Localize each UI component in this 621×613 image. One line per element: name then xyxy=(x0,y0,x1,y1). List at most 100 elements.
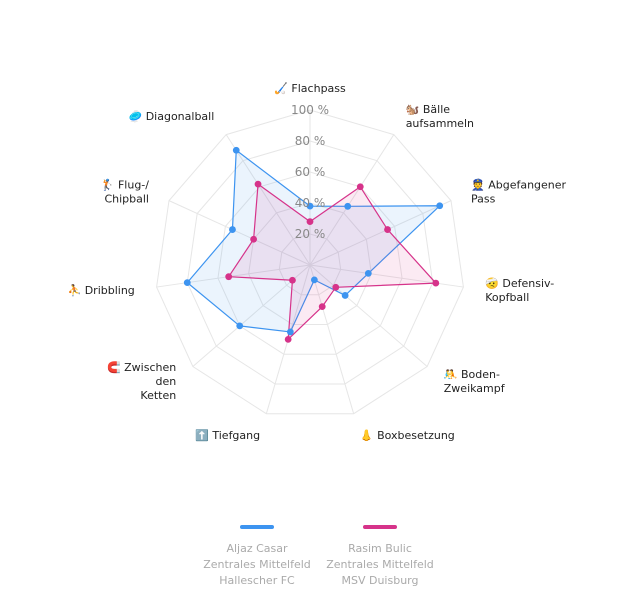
axis-label: 🏌️ Flug-/Chipball xyxy=(101,178,150,205)
axis-label-line: ⬆️ Tiefgang xyxy=(195,429,260,442)
grid-spoke xyxy=(309,200,452,266)
data-point-rasim-bulic xyxy=(432,279,440,287)
axis-icon: 🥏 xyxy=(129,110,146,123)
axis-label-line: 🤼 Boden- xyxy=(444,368,500,381)
data-point-aljaz-casar xyxy=(344,202,352,210)
axis-label: 👃 Boxbesetzung xyxy=(360,429,455,442)
axis-label-line: Pass xyxy=(471,192,496,205)
axis-label: 👮 Abgefangener Pass xyxy=(471,177,567,205)
tick-label: 100 % xyxy=(291,103,329,117)
axis-icon: 🏌️ xyxy=(101,178,118,191)
data-point-aljaz-casar xyxy=(229,226,236,233)
data-point-rasim-bulic xyxy=(250,235,258,243)
axis-label-line: 👮 Abgefangener xyxy=(471,177,567,191)
data-point-rasim-bulic xyxy=(356,183,364,191)
grid-ring xyxy=(217,171,403,355)
grid-spoke xyxy=(309,264,428,367)
axis-label-line: 🏑 Flachpass xyxy=(274,82,346,95)
data-point-rasim-bulic xyxy=(289,276,296,284)
data-point-aljaz-casar xyxy=(436,202,444,210)
data-point-rasim-bulic xyxy=(318,303,326,311)
grid-spoke xyxy=(156,264,311,288)
grid-spoke xyxy=(168,200,311,266)
grid-spoke xyxy=(309,134,395,266)
tick-label: 20 % xyxy=(295,227,326,241)
axis-label-line: 🤕 Defensiv- xyxy=(485,277,554,290)
data-point-aljaz-casar xyxy=(232,146,240,154)
axis-label-text: Diagonalball xyxy=(146,110,215,123)
data-point-rasim-bulic xyxy=(384,226,391,233)
axis-label-text: Dribbling xyxy=(85,284,135,297)
grid-spoke xyxy=(225,134,311,266)
legend-player-club: MSV Duisburg xyxy=(341,574,419,587)
data-point-aljaz-casar xyxy=(341,292,349,299)
grid-ring xyxy=(186,140,434,385)
data-point-aljaz-casar xyxy=(310,276,318,284)
legend-line-aljaz-casar xyxy=(240,525,274,529)
grid-ring xyxy=(156,109,464,415)
legend-item-rasim-bulic: Rasim Bulic Zentrales Mittelfeld MSV Dui… xyxy=(310,525,450,589)
axis-icon: 🤼 xyxy=(444,368,461,381)
axis-icon: 🤕 xyxy=(485,277,502,290)
radar-chart: 20 %40 %60 %80 %100 %🏑 Flachpass🐿️ Bälle… xyxy=(68,82,567,442)
axis-label: ⛹️ Dribbling xyxy=(68,283,135,297)
axis-label-line: 🐿️ Bälle xyxy=(406,103,451,116)
legend-line-rasim-bulic xyxy=(363,525,397,529)
radar-grid xyxy=(156,109,464,415)
axis-label-text: Bälle xyxy=(423,103,450,116)
axis-label-line: 👃 Boxbesetzung xyxy=(360,429,455,442)
axis-label: 🤕 Defensiv-Kopfball xyxy=(485,277,554,304)
legend-item-aljaz-casar: Aljaz Casar Zentrales Mittelfeld Hallesc… xyxy=(187,525,327,589)
data-point-rasim-bulic xyxy=(284,335,292,343)
legend-player-name: Aljaz Casar xyxy=(226,542,288,555)
legend-player-position: Zentrales Mittelfeld xyxy=(203,558,311,571)
data-point-aljaz-casar xyxy=(364,269,372,277)
data-point-rasim-bulic xyxy=(332,283,340,291)
axis-label-line: 🏌️ Flug-/ xyxy=(101,178,150,191)
legend: Aljaz Casar Zentrales Mittelfeld Hallesc… xyxy=(0,525,621,595)
legend-player-position: Zentrales Mittelfeld xyxy=(326,558,434,571)
axis-label-line: aufsammeln xyxy=(406,117,474,130)
axis-label: 🥏 Diagonalball xyxy=(129,110,215,123)
axis-label-line: 🥏 Diagonalball xyxy=(129,110,215,123)
data-point-aljaz-casar xyxy=(306,202,314,210)
axis-label-text: Abgefangener xyxy=(488,178,566,191)
axis-label-line: Kopfball xyxy=(485,291,529,304)
data-point-rasim-bulic xyxy=(225,273,233,281)
axis-label-text: Boxbesetzung xyxy=(377,429,455,442)
axis-icon: 👮 xyxy=(471,177,488,191)
axis-label-text: Defensiv- xyxy=(502,277,554,290)
legend-player-club: Hallescher FC xyxy=(219,574,295,587)
series-area-aljaz-casar xyxy=(186,149,441,333)
axis-label-line: ⛹️ Dribbling xyxy=(68,283,135,297)
axis-label-line: Chipball xyxy=(104,192,149,205)
axis-icon: 🐿️ xyxy=(406,103,423,116)
axis-icon: 🧲 xyxy=(107,361,124,374)
grid-ring xyxy=(248,202,372,325)
axis-label-line: den xyxy=(155,375,176,388)
grid-spoke xyxy=(309,264,355,414)
data-point-aljaz-casar xyxy=(183,279,191,287)
tick-label: 40 % xyxy=(295,196,326,210)
axis-label: 🤼 Boden-Zweikampf xyxy=(444,368,506,395)
axis-icon: 🏑 xyxy=(274,82,291,95)
series-area-rasim-bulic xyxy=(228,183,437,340)
axis-label: 🐿️ Bälle aufsammeln xyxy=(406,103,474,130)
axis-label: 🏑 Flachpass xyxy=(274,82,346,95)
axis-label-text: Zwischen xyxy=(124,361,176,374)
axis-icon: ⬆️ xyxy=(195,429,212,442)
tick-label: 80 % xyxy=(295,134,326,148)
axis-label-line: Zweikampf xyxy=(444,382,506,395)
data-point-aljaz-casar xyxy=(236,322,244,330)
axis-label-line: 🧲 Zwischen xyxy=(107,361,176,374)
axis-label-text: Flachpass xyxy=(291,82,346,95)
tick-label: 60 % xyxy=(295,165,326,179)
data-point-rasim-bulic xyxy=(254,180,262,188)
axis-icon: ⛹️ xyxy=(68,283,85,297)
axis-label: ⬆️ Tiefgang xyxy=(195,429,260,442)
axis-icon: 👃 xyxy=(360,429,377,442)
data-point-rasim-bulic xyxy=(306,218,314,226)
axis-label-text: Boden- xyxy=(461,368,500,381)
data-point-aljaz-casar xyxy=(286,328,294,336)
grid-ring xyxy=(278,233,342,296)
